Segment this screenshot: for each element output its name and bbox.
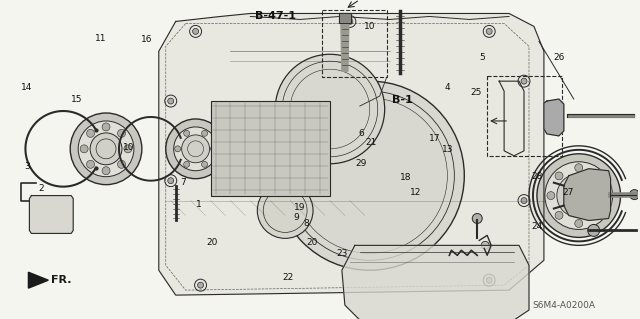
Circle shape: [275, 54, 385, 164]
Circle shape: [555, 211, 563, 219]
Circle shape: [486, 277, 492, 283]
Circle shape: [548, 109, 562, 123]
Text: 26: 26: [553, 53, 564, 62]
Text: 27: 27: [563, 188, 574, 197]
Text: 9: 9: [293, 213, 299, 222]
Text: B-47-1: B-47-1: [255, 11, 296, 21]
Text: 20: 20: [206, 238, 218, 247]
Circle shape: [537, 154, 621, 237]
Text: 5: 5: [479, 53, 485, 62]
Circle shape: [70, 113, 142, 185]
Circle shape: [481, 241, 489, 249]
Text: 22: 22: [282, 273, 294, 282]
Text: 3: 3: [24, 162, 30, 171]
Circle shape: [557, 174, 600, 218]
Polygon shape: [341, 23, 349, 71]
Circle shape: [547, 192, 555, 200]
Text: 16: 16: [141, 34, 152, 43]
Text: 12: 12: [410, 188, 421, 197]
Text: 10: 10: [123, 143, 134, 152]
Text: S6M4-A0200A: S6M4-A0200A: [532, 300, 595, 309]
Text: FR.: FR.: [51, 275, 72, 285]
Circle shape: [347, 19, 353, 25]
Circle shape: [275, 81, 464, 270]
Text: 14: 14: [21, 83, 33, 92]
Circle shape: [198, 282, 204, 288]
Polygon shape: [544, 99, 564, 136]
Circle shape: [173, 127, 218, 171]
Circle shape: [124, 145, 132, 153]
Bar: [487, 76, 562, 156]
Text: 21: 21: [365, 138, 377, 147]
Circle shape: [166, 119, 225, 179]
Text: B-1: B-1: [392, 95, 413, 105]
Bar: [322, 10, 387, 77]
Text: 15: 15: [71, 95, 83, 104]
Polygon shape: [159, 13, 544, 295]
Circle shape: [78, 121, 134, 177]
Circle shape: [595, 172, 602, 180]
Circle shape: [168, 178, 173, 184]
Circle shape: [521, 197, 527, 204]
Circle shape: [555, 172, 563, 180]
Text: 7: 7: [180, 178, 186, 187]
Bar: [211, 101, 330, 196]
Text: 10: 10: [364, 22, 376, 31]
Text: 6: 6: [358, 129, 364, 138]
Circle shape: [184, 130, 189, 136]
Polygon shape: [28, 272, 48, 288]
Circle shape: [588, 225, 600, 236]
Circle shape: [211, 146, 216, 152]
Text: 25: 25: [470, 87, 482, 97]
Circle shape: [102, 123, 110, 131]
Circle shape: [521, 78, 527, 84]
Circle shape: [80, 145, 88, 153]
Text: 29: 29: [356, 159, 367, 168]
Circle shape: [86, 130, 95, 137]
Circle shape: [86, 160, 95, 168]
Circle shape: [545, 162, 612, 229]
Circle shape: [486, 28, 492, 34]
Circle shape: [175, 146, 180, 152]
Circle shape: [184, 161, 189, 167]
Circle shape: [182, 135, 209, 163]
Circle shape: [202, 130, 207, 136]
Circle shape: [630, 189, 639, 200]
Text: 11: 11: [95, 33, 106, 42]
Text: 8: 8: [303, 219, 309, 228]
Text: 23: 23: [337, 249, 348, 258]
Text: 17: 17: [429, 134, 440, 143]
Text: 19: 19: [294, 204, 305, 212]
Text: 20: 20: [307, 238, 318, 247]
Circle shape: [90, 133, 122, 165]
Circle shape: [202, 161, 207, 167]
Text: 4: 4: [445, 83, 450, 92]
Text: 28: 28: [531, 172, 542, 181]
Circle shape: [118, 130, 125, 137]
Circle shape: [102, 167, 110, 175]
Text: 13: 13: [442, 145, 453, 154]
Polygon shape: [342, 245, 529, 319]
Circle shape: [118, 160, 125, 168]
Polygon shape: [564, 169, 611, 220]
Circle shape: [595, 211, 602, 219]
Circle shape: [575, 164, 583, 172]
Text: 24: 24: [531, 222, 542, 232]
Text: 18: 18: [400, 173, 412, 182]
Text: 2: 2: [38, 184, 44, 193]
Circle shape: [257, 183, 313, 238]
Circle shape: [575, 219, 583, 227]
Polygon shape: [29, 196, 73, 234]
Circle shape: [472, 213, 482, 224]
Polygon shape: [339, 13, 351, 23]
Circle shape: [168, 98, 173, 104]
Circle shape: [193, 28, 198, 34]
Text: 1: 1: [196, 200, 202, 209]
Circle shape: [603, 192, 611, 200]
